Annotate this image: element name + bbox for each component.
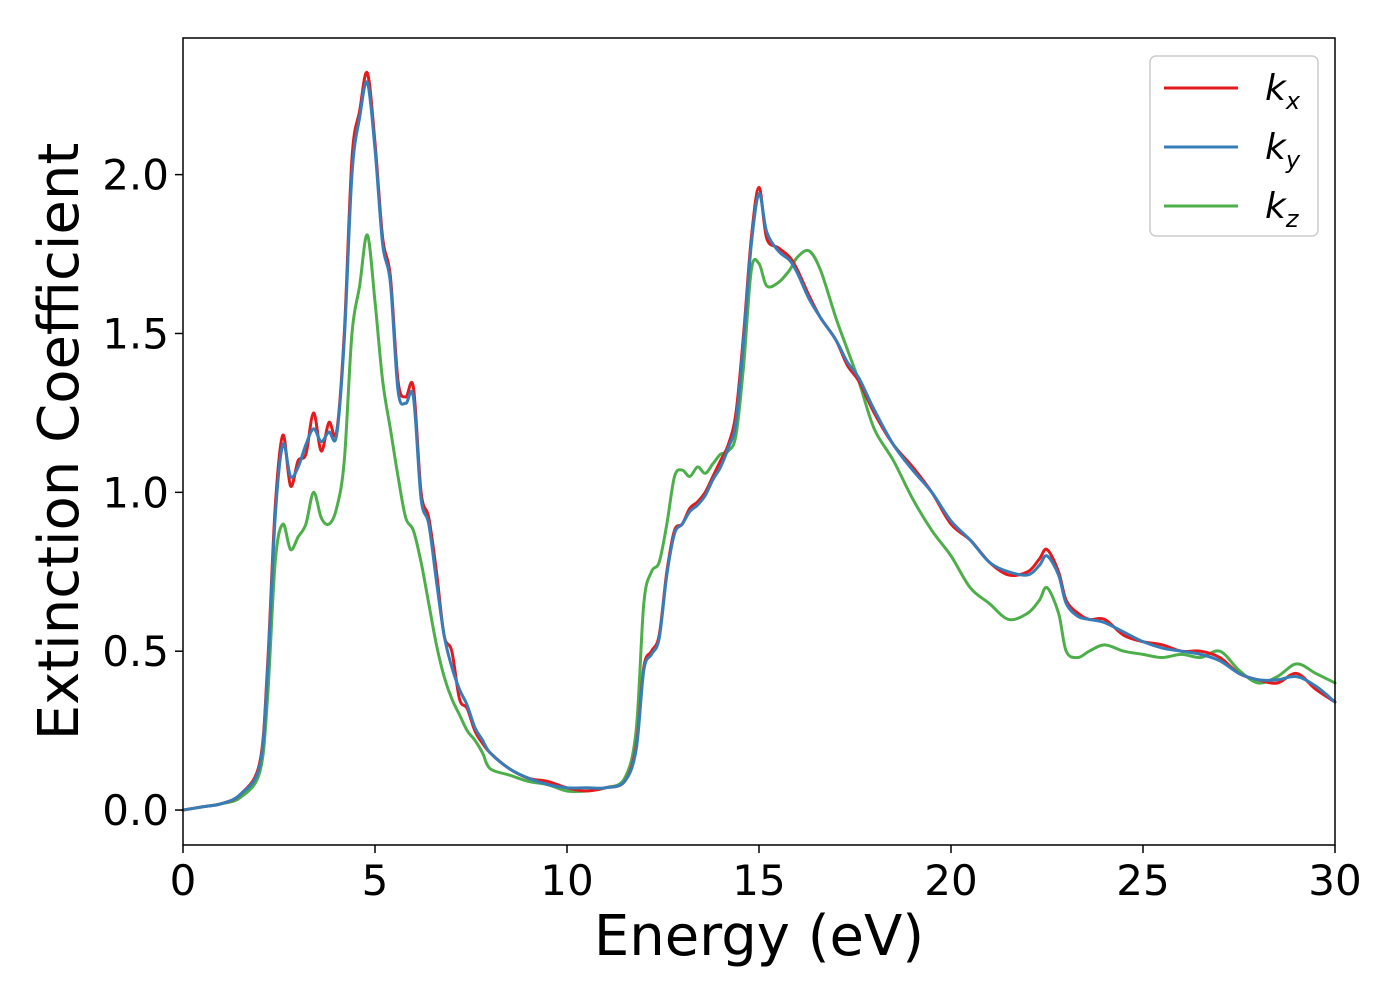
legend-label-subscript: z [1285,205,1300,233]
legend-label-subscript: x [1285,87,1301,115]
x-tick-label: 25 [1116,856,1169,905]
x-tick-label: 10 [540,856,593,905]
legend-label-main: k [1265,127,1288,168]
x-tick-label: 15 [732,856,785,905]
series-line-kz [181,233,1337,812]
x-tick-label: 0 [170,856,197,905]
y-tick-label: 0.0 [102,786,169,835]
legend-label-main: k [1265,186,1288,227]
y-tick-label: 1.0 [102,468,169,517]
legend-label-kx: kx [1265,68,1301,115]
series-layer [181,70,1337,812]
legend-label-main: k [1265,68,1288,109]
legend-label-subscript: y [1285,146,1301,174]
x-axis-label: Energy (eV) [594,904,924,969]
series-line-ky [181,80,1337,812]
legend-label-kz: kz [1265,186,1300,233]
y-axis: 0.0 0.5 1.0 1.5 2.0 [102,151,183,835]
legend-label-ky: ky [1265,127,1301,174]
x-tick-label: 30 [1308,856,1361,905]
x-axis: 0 5 10 15 20 25 30 [170,845,1362,905]
x-tick-label: 20 [924,856,977,905]
x-tick-label: 5 [362,856,389,905]
y-tick-label: 1.5 [102,309,169,358]
y-axis-label: Extinction Coefficient [27,143,92,741]
y-tick-label: 0.5 [102,627,169,676]
y-tick-label: 2.0 [102,151,169,200]
